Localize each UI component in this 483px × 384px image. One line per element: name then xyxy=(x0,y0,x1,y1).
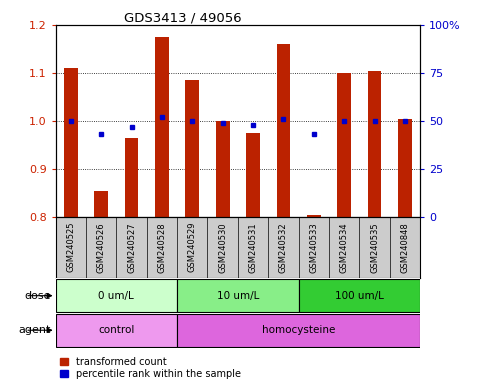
Bar xyxy=(338,73,351,217)
Text: GSM240528: GSM240528 xyxy=(157,222,167,273)
Bar xyxy=(64,68,78,217)
Text: agent: agent xyxy=(18,325,51,335)
Text: GSM240529: GSM240529 xyxy=(188,222,197,272)
Text: GSM240535: GSM240535 xyxy=(370,222,379,273)
Text: GSM240526: GSM240526 xyxy=(97,222,106,273)
Text: 100 um/L: 100 um/L xyxy=(335,291,384,301)
Text: GSM240530: GSM240530 xyxy=(218,222,227,273)
Bar xyxy=(155,37,169,217)
Bar xyxy=(398,119,412,217)
Bar xyxy=(307,215,321,217)
Legend: transformed count, percentile rank within the sample: transformed count, percentile rank withi… xyxy=(60,357,241,379)
Bar xyxy=(298,279,420,312)
Bar xyxy=(246,133,260,217)
Text: GSM240533: GSM240533 xyxy=(309,222,318,273)
Bar xyxy=(185,80,199,217)
Title: GDS3413 / 49056: GDS3413 / 49056 xyxy=(124,12,242,25)
Text: GSM240848: GSM240848 xyxy=(400,222,410,273)
Text: homocysteine: homocysteine xyxy=(262,325,335,335)
Text: dose: dose xyxy=(24,291,51,301)
Bar xyxy=(94,190,108,217)
Text: GSM240527: GSM240527 xyxy=(127,222,136,273)
Bar xyxy=(216,121,229,217)
Bar xyxy=(56,314,177,347)
Text: 0 um/L: 0 um/L xyxy=(99,291,134,301)
Bar xyxy=(277,44,290,217)
Text: GSM240532: GSM240532 xyxy=(279,222,288,273)
Text: 10 um/L: 10 um/L xyxy=(217,291,259,301)
Text: GSM240531: GSM240531 xyxy=(249,222,257,273)
Bar xyxy=(177,279,298,312)
Text: control: control xyxy=(98,325,134,335)
Bar xyxy=(368,71,382,217)
Text: GSM240525: GSM240525 xyxy=(66,222,75,272)
Bar xyxy=(177,314,420,347)
Bar xyxy=(56,279,177,312)
Text: GSM240534: GSM240534 xyxy=(340,222,349,273)
Bar xyxy=(125,138,138,217)
